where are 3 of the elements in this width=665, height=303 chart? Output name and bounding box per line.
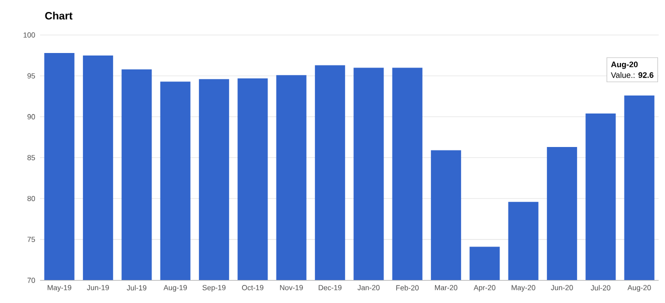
annotation: Value.: 92.6 — [610, 72, 654, 78]
annotation: Aug-20 — [611, 62, 638, 69]
chart-title: Chart — [45, 12, 72, 20]
